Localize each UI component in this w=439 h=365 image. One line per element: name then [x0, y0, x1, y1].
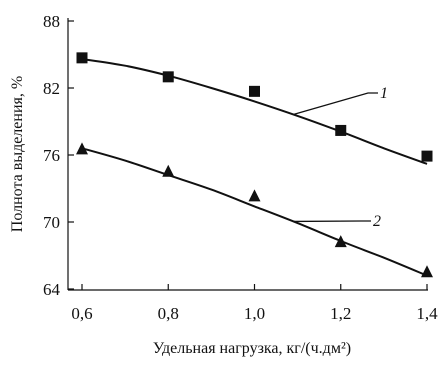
x-axis-title: Удельная нагрузка, кг/(ч.дм²): [153, 340, 351, 357]
data-point-triangle: [421, 265, 433, 278]
x-axis-ticks: 0,6 0,8 1,0 1,2 1,4: [71, 284, 438, 323]
data-point-square: [249, 85, 260, 97]
x-tick-label: 1,4: [416, 304, 438, 323]
plot-area: [67, 18, 428, 291]
y-axis-ticks: 64 70 76 82 88: [43, 12, 74, 299]
y-tick-label: 88: [43, 12, 60, 31]
fit-curves: [81, 58, 428, 277]
data-point-triangle: [334, 235, 347, 248]
data-point-square: [421, 150, 433, 162]
fit-curve-1: [81, 58, 428, 165]
x-tick-label: 1,0: [244, 304, 265, 323]
leader-line-1: [293, 92, 378, 116]
curve-labels: 12: [293, 85, 388, 230]
y-tick-label: 76: [43, 146, 60, 165]
data-point-square: [162, 71, 174, 83]
data-point-square: [335, 124, 347, 136]
y-axis-title: Полнота выделения, %: [9, 76, 26, 232]
data-point-triangle: [248, 189, 261, 202]
x-tick-label: 1,2: [330, 304, 351, 323]
curve-label-2: 2: [373, 213, 381, 230]
y-tick-label: 64: [43, 280, 61, 299]
data-point-triangle: [162, 164, 175, 177]
data-points: [76, 52, 433, 278]
fit-curve-2: [81, 147, 428, 277]
curve-label-1: 1: [380, 85, 388, 102]
data-point-square: [76, 52, 88, 64]
x-tick-label: 0,8: [158, 304, 179, 323]
x-tick-label: 0,6: [71, 304, 92, 323]
data-point-triangle: [76, 142, 88, 155]
y-tick-label: 70: [43, 213, 60, 232]
y-tick-label: 82: [43, 79, 60, 98]
